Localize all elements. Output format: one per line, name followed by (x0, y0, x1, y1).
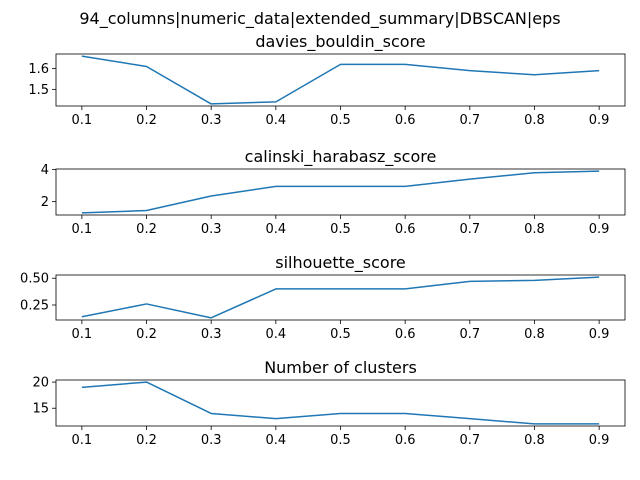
x-tick-label: 0.2 (136, 433, 157, 448)
subplot-title: Number of clusters (264, 358, 417, 377)
x-tick-label: 0.1 (72, 327, 93, 342)
subplot-title: davies_bouldin_score (255, 32, 425, 52)
x-tick-label: 0.6 (395, 113, 416, 128)
subplot-title: silhouette_score (275, 253, 406, 273)
x-tick-label: 0.1 (72, 113, 93, 128)
x-tick-label: 0.3 (201, 222, 222, 237)
y-tick-label: 1.6 (28, 62, 49, 77)
subplot-panels: davies_bouldin_score 0.1 0.2 0.3 0.4 0.5 0.6 0.… (20, 32, 626, 448)
series-line (81, 276, 600, 319)
x-tick-label: 0.8 (524, 433, 545, 448)
x-tick-label: 0.3 (201, 327, 222, 342)
x-tick-label: 0.4 (265, 327, 286, 342)
x-tick-label: 0.1 (72, 222, 93, 237)
x-tick-label: 0.2 (136, 327, 157, 342)
subplot-title: calinski_harabasz_score (245, 147, 437, 167)
x-tick-label: 0.7 (459, 327, 480, 342)
x-tick-label: 0.1 (72, 433, 93, 448)
x-tick-label: 0.7 (459, 433, 480, 448)
y-tick-label: 0.25 (20, 299, 49, 314)
series-line (81, 381, 600, 425)
subplot-2: calinski_harabasz_score 0.1 0.2 0.3 0.4 0.5 0.… (41, 147, 626, 237)
x-tick-label: 0.2 (136, 113, 157, 128)
plot-frame (55, 53, 626, 107)
x-tick-label: 0.9 (589, 327, 610, 342)
x-tick-label: 0.5 (330, 222, 351, 237)
y-tick-label: 1.5 (28, 83, 49, 98)
x-tick-label: 0.7 (459, 222, 480, 237)
x-tick-label: 0.7 (459, 113, 480, 128)
subplot-1: davies_bouldin_score 0.1 0.2 0.3 0.4 0.5 0.6 0.… (28, 32, 626, 128)
x-tick-label: 0.9 (589, 433, 610, 448)
x-tick-label: 0.3 (201, 113, 222, 128)
x-tick-label: 0.9 (589, 222, 610, 237)
x-tick-label: 0.2 (136, 222, 157, 237)
x-tick-label: 0.6 (395, 433, 416, 448)
plot-frame (55, 274, 626, 321)
y-tick-label: 15 (32, 402, 49, 417)
x-tick-label: 0.5 (330, 433, 351, 448)
subplot-4: Number of clusters 0.1 0.2 0.3 0.4 0.5 0.6 0.7 0… (32, 358, 626, 448)
x-tick-label: 0.8 (524, 113, 545, 128)
plot-frame (55, 168, 626, 216)
x-tick-label: 0.3 (201, 433, 222, 448)
series-line (81, 170, 600, 214)
y-tick-label: 20 (32, 376, 49, 391)
x-tick-label: 0.4 (265, 433, 286, 448)
y-tick-label: 2 (41, 195, 49, 210)
x-tick-label: 0.4 (265, 222, 286, 237)
x-tick-label: 0.5 (330, 113, 351, 128)
x-tick-label: 0.8 (524, 327, 545, 342)
y-tick-label: 0.50 (20, 272, 49, 287)
x-tick-label: 0.6 (395, 327, 416, 342)
x-tick-label: 0.6 (395, 222, 416, 237)
figure-title: 94_columns|numeric_data|extended_summary… (79, 9, 560, 29)
y-tick-label: 4 (41, 163, 49, 178)
x-tick-label: 0.8 (524, 222, 545, 237)
plot-frame (55, 379, 626, 427)
subplot-3: silhouette_score 0.1 0.2 0.3 0.4 0.5 0.6 0.7 0.8… (20, 253, 626, 342)
x-tick-label: 0.4 (265, 113, 286, 128)
x-tick-label: 0.5 (330, 327, 351, 342)
x-tick-label: 0.9 (589, 113, 610, 128)
series-line (81, 55, 600, 105)
